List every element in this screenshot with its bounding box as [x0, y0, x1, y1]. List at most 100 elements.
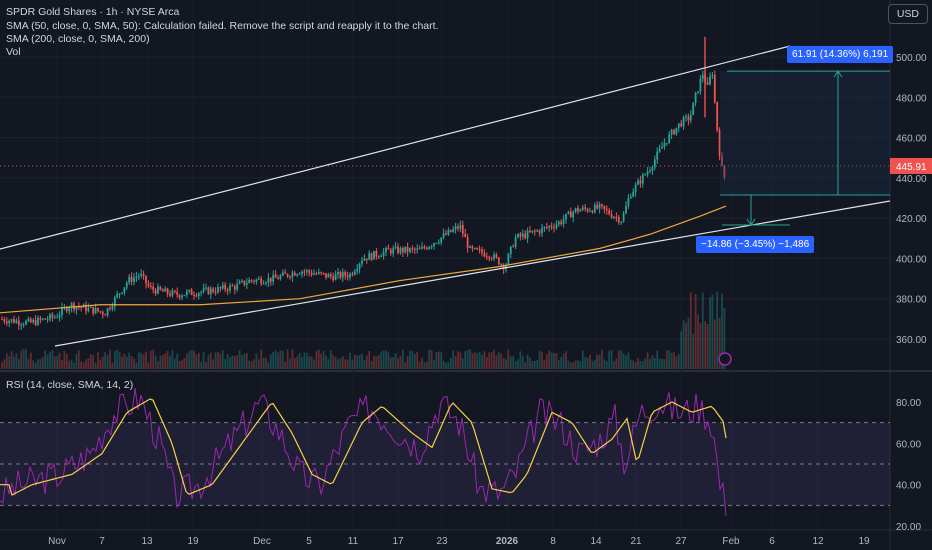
volume-bar [454, 356, 457, 369]
candle-body [140, 273, 143, 276]
candle-body [332, 276, 335, 281]
indicator-volume-label[interactable]: Vol [6, 46, 21, 58]
time-axis-label: 5 [306, 536, 312, 547]
volume-bar [524, 362, 527, 369]
volume-bar [473, 352, 476, 369]
volume-bar [267, 362, 270, 369]
candle-body [533, 230, 536, 232]
candle-body [461, 225, 464, 234]
candle-body [620, 221, 623, 223]
volume-bar [548, 350, 551, 369]
candle-body [298, 273, 301, 275]
volume-bar [668, 350, 671, 369]
volume-bar [469, 349, 471, 369]
candle-body [617, 216, 620, 223]
candle-body [392, 248, 395, 254]
volume-bar [584, 356, 587, 369]
volume-bar [404, 362, 407, 369]
price-axis-tick: 420.00 [896, 214, 927, 225]
volume-bar [169, 355, 171, 369]
candle-body [22, 324, 25, 326]
candle-body [411, 248, 414, 250]
volume-bar [483, 351, 486, 369]
volume-bar [351, 359, 354, 369]
candle-body [591, 210, 594, 213]
volume-bar [608, 350, 611, 369]
volume-bar [241, 355, 243, 369]
candle-body [574, 207, 577, 212]
volume-bar [713, 319, 716, 369]
candle-body [238, 281, 241, 284]
candle-body [641, 174, 644, 184]
volume-bar [176, 353, 179, 369]
indicator-sma50-label[interactable]: SMA (50, close, 0, SMA, 50): Calculation… [6, 20, 439, 32]
volume-bar [385, 350, 387, 369]
volume-bar [706, 323, 709, 369]
candle-body [61, 307, 63, 315]
volume-bar [533, 360, 536, 369]
candle-body [497, 257, 500, 265]
volume-bar [413, 353, 416, 369]
candle-body [137, 275, 140, 277]
candle-body [567, 211, 570, 214]
upper-trendline[interactable] [0, 45, 791, 250]
volume-bar [394, 353, 397, 369]
volume-bar [152, 349, 155, 369]
volume-bar [536, 360, 539, 369]
candle-body [284, 272, 287, 274]
candle-body [106, 308, 109, 316]
volume-bar [317, 349, 320, 369]
symbol-title[interactable]: SPDR Gold Shares · 1h · NYSE Arca [6, 6, 180, 18]
volume-bar [325, 355, 327, 369]
candle-body [543, 226, 546, 228]
volume-bar [387, 352, 390, 369]
volume-bar [224, 358, 227, 369]
time-axis-label: 11 [348, 536, 359, 547]
candle-body [133, 277, 135, 282]
volume-bar [370, 361, 373, 369]
candle-body [550, 225, 553, 228]
candle-body [377, 256, 380, 258]
lower-trendline[interactable] [54, 200, 891, 347]
volume-bar [22, 349, 25, 369]
candle-body [601, 204, 603, 206]
volume-bar [337, 359, 339, 369]
candle-body [680, 123, 683, 127]
candle-body [243, 280, 246, 285]
candle-body [577, 207, 579, 212]
candle-body [161, 289, 164, 292]
time-axis-label: 21 [630, 536, 642, 547]
volume-bar [113, 351, 116, 369]
candle-body [339, 271, 342, 278]
indicator-sma200-label[interactable]: SMA (200, close, 0, SMA, 200) [6, 33, 150, 45]
candle-body [121, 292, 123, 294]
candle-body [471, 246, 474, 249]
rsi-indicator-label[interactable]: RSI (14, close, SMA, 14, 2) [6, 379, 134, 391]
candle-body [245, 283, 248, 285]
candle-body [610, 214, 613, 218]
volume-bar [421, 357, 423, 369]
event-marker-icon[interactable] [718, 352, 732, 366]
price-axis-tick: 380.00 [896, 295, 927, 306]
volume-bar [87, 358, 90, 369]
candle-body [190, 289, 193, 296]
volume-bar [529, 357, 531, 369]
volume-bar [723, 308, 726, 369]
volume-bar [250, 361, 253, 369]
volume-bar [392, 356, 395, 369]
currency-button[interactable]: USD [887, 4, 928, 24]
candle-body [409, 248, 411, 252]
candle-body [572, 211, 575, 218]
candle-body [176, 291, 179, 296]
volume-bar [49, 351, 51, 369]
volume-bar [25, 349, 27, 369]
volume-bar [365, 355, 368, 369]
candle-body [226, 289, 229, 291]
volume-bar [27, 358, 30, 369]
candle-body [214, 291, 217, 293]
price-axis-tick: 500.00 [896, 53, 927, 64]
volume-bar [531, 361, 534, 369]
volume-bar [255, 353, 258, 369]
volume-bar [716, 291, 719, 369]
